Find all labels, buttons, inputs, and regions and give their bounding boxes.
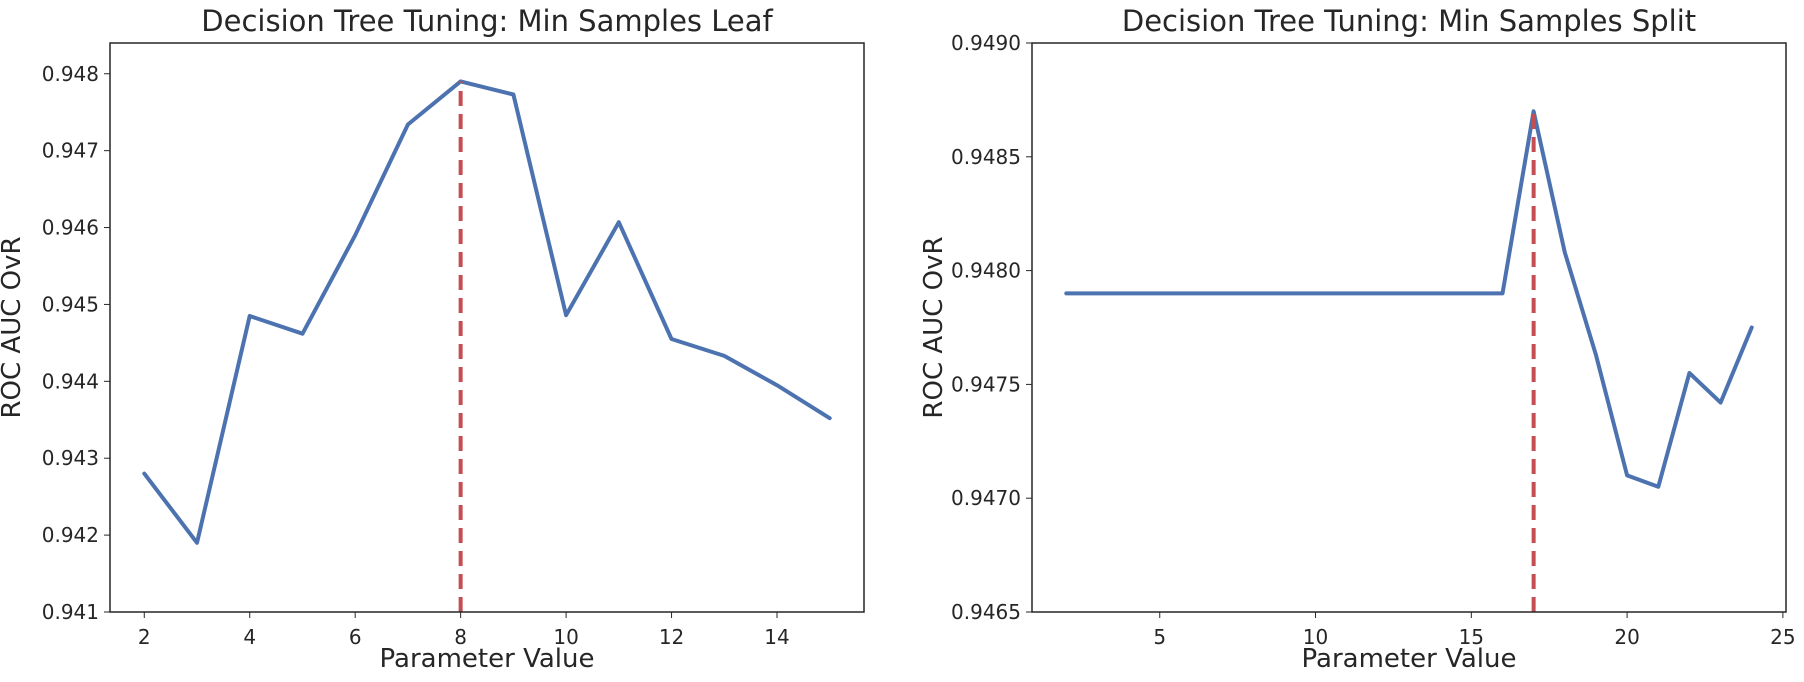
x-tick-label: 15 <box>1459 625 1484 649</box>
x-tick-label: 20 <box>1614 625 1639 649</box>
data-point <box>1719 401 1723 405</box>
data-point <box>1376 291 1380 295</box>
y-tick-label: 0.943 <box>42 446 99 470</box>
y-tick-label: 0.941 <box>42 600 99 624</box>
data-point <box>1750 326 1754 330</box>
y-axis-label: ROC AUC OvR <box>919 236 949 418</box>
x-tick-label: 10 <box>1303 625 1328 649</box>
x-tick-label: 6 <box>349 625 362 649</box>
data-point <box>1314 291 1318 295</box>
y-tick-label: 0.946 <box>42 216 99 240</box>
data-point <box>353 233 357 237</box>
data-point <box>564 313 568 317</box>
data-point <box>1345 291 1349 295</box>
data-point <box>195 541 199 545</box>
plot-frame <box>109 42 865 613</box>
data-point <box>406 123 410 127</box>
chart-title: Decision Tree Tuning: Min Samples Split <box>1122 4 1696 38</box>
data-point <box>511 93 515 97</box>
data-point <box>1189 291 1193 295</box>
y-tick-label: 0.945 <box>42 292 99 316</box>
data-point <box>617 220 621 224</box>
data-point <box>775 383 779 387</box>
y-tick-label: 0.9490 <box>951 31 1021 55</box>
x-axis-label: Parameter Value <box>1302 644 1517 674</box>
y-tick-label: 0.9465 <box>951 600 1021 624</box>
y-tick-label: 0.948 <box>42 62 99 86</box>
y-tick-label: 0.9475 <box>951 372 1021 396</box>
data-point <box>1656 485 1660 489</box>
data-point <box>1127 291 1131 295</box>
x-tick-label: 4 <box>243 625 256 649</box>
data-point <box>300 332 304 336</box>
y-tick-label: 0.9480 <box>951 259 1021 283</box>
chart-panel-2: Decision Tree Tuning: Min Samples Split 5… <box>919 4 1796 674</box>
data-point <box>1563 250 1567 254</box>
x-tick-label: 10 <box>553 625 578 649</box>
data-point <box>1500 291 1504 295</box>
data-point <box>1438 291 1442 295</box>
x-tick-label: 5 <box>1153 625 1166 649</box>
data-point <box>248 314 252 318</box>
x-tick-label: 12 <box>659 625 684 649</box>
x-axis-label: Parameter Value <box>380 644 595 674</box>
data-point <box>1469 291 1473 295</box>
data-point <box>1687 371 1691 375</box>
data-point <box>1064 291 1068 295</box>
x-tick-label: 25 <box>1770 625 1795 649</box>
data-point <box>1625 473 1629 477</box>
y-tick-label: 0.9485 <box>951 145 1021 169</box>
plot-frame <box>1031 42 1787 613</box>
x-tick-label: 8 <box>454 625 467 649</box>
data-point <box>828 416 832 420</box>
chart-panel-1: Decision Tree Tuning: Min Samples Leaf 2 4… <box>0 4 865 674</box>
y-tick-label: 0.9470 <box>951 486 1021 510</box>
y-tick-label: 0.947 <box>42 139 99 163</box>
data-point <box>1220 291 1224 295</box>
y-tick-label: 0.944 <box>42 369 99 393</box>
data-point <box>1282 291 1286 295</box>
data-point <box>1594 353 1598 357</box>
data-point <box>1251 291 1255 295</box>
data-point <box>1407 291 1411 295</box>
y-tick-label: 0.942 <box>42 523 99 547</box>
x-tick-label: 14 <box>764 625 789 649</box>
chart-title: Decision Tree Tuning: Min Samples Leaf <box>201 4 773 38</box>
series-line-1 <box>142 79 832 545</box>
x-tick-label: 2 <box>138 625 151 649</box>
data-point <box>722 354 726 358</box>
series-line-1 <box>1064 109 1754 489</box>
data-point <box>1158 291 1162 295</box>
data-point <box>1095 291 1099 295</box>
data-point <box>670 337 674 341</box>
y-axis-label: ROC AUC OvR <box>0 236 27 418</box>
data-point <box>142 472 146 476</box>
